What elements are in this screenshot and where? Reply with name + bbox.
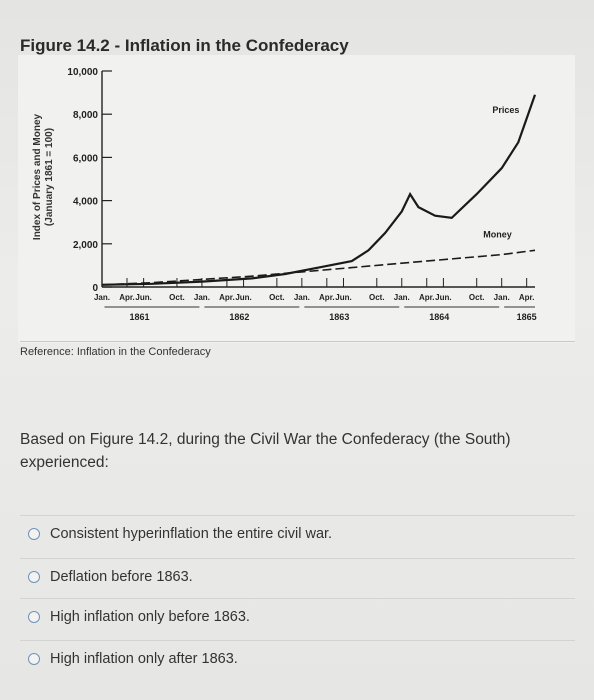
x-tick-label: Jan. [394, 293, 410, 302]
chart-background [18, 55, 575, 343]
x-tick-label: Oct. [269, 293, 285, 302]
year-label: 1864 [429, 312, 449, 322]
answer-option-label: High inflation only before 1863. [50, 609, 250, 625]
y-axis-subtitle: (January 1861 = 100) [44, 128, 55, 226]
radio-button-icon[interactable] [28, 653, 40, 665]
y-tick-label: 8,000 [73, 110, 98, 121]
x-tick-label: Oct. [469, 293, 485, 302]
x-tick-label: Jan. [294, 293, 310, 302]
y-tick-label: 10,000 [67, 67, 98, 78]
answer-option-2[interactable]: Deflation before 1863. [20, 558, 575, 595]
y-tick-label: 4,000 [73, 197, 98, 208]
series-label-money: Money [483, 229, 512, 239]
figure-reference: Reference: Inflation in the Confederacy [20, 346, 211, 358]
x-tick-label: Jan. [194, 293, 210, 302]
inflation-chart: 10,000 8,000 6,000 4,000 2,000 0 Index of Pric… [18, 55, 575, 343]
x-tick-label: Jun. [335, 293, 351, 302]
answer-option-label: Consistent hyperinflation the entire civ… [50, 526, 333, 542]
y-tick-label: 0 [92, 283, 98, 294]
answer-option-label: High inflation only after 1863. [50, 651, 238, 667]
x-tick-label: Jun. [235, 293, 251, 302]
x-tick-label: Jan. [494, 293, 510, 302]
radio-button-icon[interactable] [28, 611, 40, 623]
answer-option-3[interactable]: High inflation only before 1863. [20, 598, 575, 635]
x-tick-label: Oct. [369, 293, 385, 302]
x-tick-label: Apr. [319, 293, 335, 302]
series-line-money [101, 249, 536, 286]
series-line-prices [101, 94, 537, 286]
x-tick-label: Jun. [435, 293, 451, 302]
x-tick-label: Jan. [94, 293, 110, 302]
radio-button-icon[interactable] [28, 571, 40, 583]
figure-title: Figure 14.2 - Inflation in the Confedera… [20, 36, 349, 55]
x-tick-label: Apr. [519, 293, 535, 302]
year-label: 1862 [229, 312, 249, 322]
x-tick-label: Jun. [135, 293, 151, 302]
y-tick-label: 6,000 [73, 153, 98, 164]
answer-option-1[interactable]: Consistent hyperinflation the entire civ… [20, 515, 575, 552]
year-label: 1863 [329, 312, 349, 322]
series-label-prices: Prices [492, 105, 519, 115]
y-axis-title: Index of Prices and Money [32, 113, 43, 240]
answer-option-4[interactable]: High inflation only after 1863. [20, 640, 575, 677]
radio-button-icon[interactable] [28, 528, 40, 540]
question-text: Based on Figure 14.2, during the Civil W… [20, 431, 511, 471]
year-label: 1861 [129, 312, 149, 322]
y-tick-label: 2,000 [73, 240, 98, 251]
answer-option-label: Deflation before 1863. [50, 569, 193, 585]
x-tick-label: Apr. [119, 293, 135, 302]
x-tick-label: Apr. [219, 293, 235, 302]
reference-divider [20, 341, 575, 342]
x-tick-label: Oct. [169, 293, 185, 302]
x-tick-label: Apr. [419, 293, 435, 302]
year-label: 1865 [517, 312, 537, 322]
